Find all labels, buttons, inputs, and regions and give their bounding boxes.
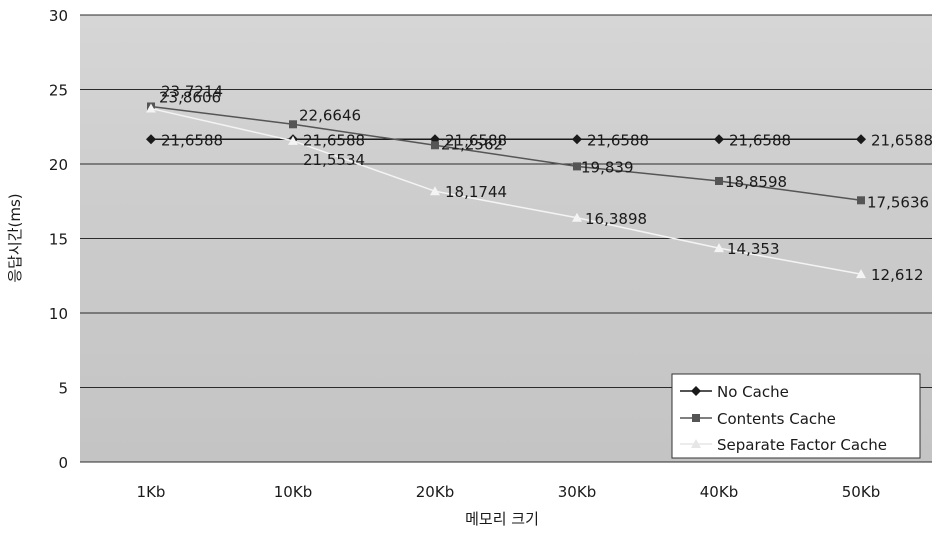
point-separate-factor-cache-4 xyxy=(714,243,724,253)
point-no-cache-3 xyxy=(572,134,582,145)
data-label-contents-cache-2: 21,2562 xyxy=(441,135,503,153)
point-no-cache-5 xyxy=(856,134,866,145)
data-label-separate-factor-cache-0: 23,7214 xyxy=(161,83,223,101)
x-tick-label: 10Kb xyxy=(274,483,312,501)
point-separate-factor-cache-3 xyxy=(572,212,582,222)
y-tick-label: 15 xyxy=(49,231,68,249)
data-label-no-cache-3: 21,6588 xyxy=(587,131,649,149)
data-label-no-cache-1: 21,6588 xyxy=(303,131,365,149)
point-separate-factor-cache-2 xyxy=(430,186,440,196)
data-label-no-cache-2: 21,6588 xyxy=(445,131,507,149)
data-label-contents-cache-3: 19,839 xyxy=(581,158,634,176)
legend-label-separate-factor-cache: Separate Factor Cache xyxy=(717,436,887,454)
data-label-separate-factor-cache-1: 21,5534 xyxy=(303,151,365,169)
x-tick-label: 20Kb xyxy=(416,483,454,501)
data-label-contents-cache-5: 17,5636 xyxy=(867,193,929,211)
point-contents-cache-5 xyxy=(857,196,865,205)
x-tick-label: 1Kb xyxy=(137,483,166,501)
series-line-separate-factor-cache xyxy=(150,107,862,275)
data-label-separate-factor-cache-3: 16,3898 xyxy=(585,210,647,228)
y-tick-label: 5 xyxy=(58,380,68,398)
point-no-cache-4 xyxy=(714,134,724,145)
x-tick-label: 40Kb xyxy=(700,483,738,501)
point-contents-cache-2 xyxy=(431,141,439,150)
y-tick-label: 20 xyxy=(49,156,68,174)
x-tick-label: 30Kb xyxy=(558,483,596,501)
point-contents-cache-4 xyxy=(715,176,723,185)
data-label-no-cache-4: 21,6588 xyxy=(729,131,791,149)
data-label-separate-factor-cache-2: 18,1744 xyxy=(445,183,507,201)
point-separate-factor-cache-0 xyxy=(146,103,156,113)
point-contents-cache-3 xyxy=(573,162,581,171)
x-tick-label: 50Kb xyxy=(842,483,880,501)
data-label-separate-factor-cache-4: 14,353 xyxy=(727,240,780,258)
data-label-separate-factor-cache-5: 12,612 xyxy=(871,266,924,284)
data-label-no-cache-5: 21,6588 xyxy=(871,131,933,149)
series-line-contents-cache xyxy=(150,105,862,202)
data-label-contents-cache-4: 18,8598 xyxy=(725,173,787,191)
legend-label-no-cache: No Cache xyxy=(717,383,789,401)
legend-marker-separate-factor-cache xyxy=(691,439,701,448)
point-no-cache-0 xyxy=(146,134,156,145)
y-tick-label: 0 xyxy=(58,454,68,472)
point-separate-factor-cache-1 xyxy=(288,135,298,145)
point-separate-factor-cache-5 xyxy=(856,269,866,279)
legend: No Cache Contents Cache Separate Factor … xyxy=(671,373,921,459)
legend-label-contents-cache: Contents Cache xyxy=(717,410,836,428)
legend-marker-no-cache xyxy=(691,386,701,396)
point-contents-cache-1 xyxy=(289,120,297,129)
y-tick-label: 10 xyxy=(49,305,68,323)
y-tick-label: 30 xyxy=(49,7,68,25)
y-axis-title: 응답시간(ms) xyxy=(6,193,24,282)
y-tick-label: 25 xyxy=(49,82,68,100)
data-label-no-cache-0: 21,6588 xyxy=(161,131,223,149)
data-label-contents-cache-0: 23,8606 xyxy=(159,88,221,106)
data-label-contents-cache-1: 22,6646 xyxy=(299,106,361,124)
x-axis-title: 메모리 크기 xyxy=(465,510,539,528)
legend-marker-contents-cache xyxy=(692,414,700,422)
legend-box xyxy=(671,373,921,459)
